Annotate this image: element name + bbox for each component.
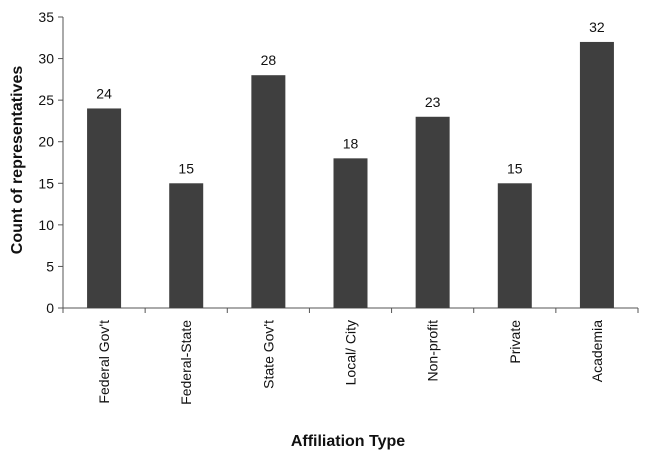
data-label: 32 (589, 19, 605, 35)
x-tick-label: Private (507, 320, 523, 364)
data-label: 18 (343, 135, 359, 151)
y-tick-label: 15 (38, 175, 54, 191)
y-tick-label: 0 (46, 300, 54, 316)
y-axis-title: Count of representatives (9, 66, 26, 255)
bar (87, 108, 122, 308)
bar (415, 116, 450, 309)
bar (579, 41, 614, 308)
x-tick-label: Federal Gov't (96, 320, 112, 404)
x-tick-label: Federal-State (178, 320, 194, 405)
y-tick-label: 30 (38, 51, 54, 67)
y-tick-label: 10 (38, 217, 54, 233)
data-label: 23 (425, 94, 441, 110)
y-axis: 0 5 10 15 20 25 30 35 (38, 9, 64, 316)
x-tick-label: State Gov't (260, 320, 276, 389)
x-tick-label: Non-profit (425, 320, 441, 382)
data-label: 28 (261, 52, 277, 68)
x-tick-label: Local/ City (343, 320, 359, 385)
x-axis-title: Affiliation Type (291, 433, 405, 450)
bar (251, 75, 286, 308)
y-tick-label: 25 (38, 92, 54, 108)
y-tick-label: 20 (38, 134, 54, 150)
bars: 24 15 28 18 23 15 32 (87, 19, 614, 309)
data-label: 24 (96, 85, 112, 101)
bar (497, 183, 532, 308)
bar (333, 158, 368, 308)
y-tick-label: 35 (38, 9, 54, 25)
bar (169, 183, 204, 308)
x-axis: Federal Gov't Federal-State State Gov't Loc… (62, 307, 639, 405)
y-tick-label: 5 (46, 258, 54, 274)
x-tick-label: Academia (589, 320, 605, 382)
data-label: 15 (507, 160, 523, 176)
data-label: 15 (178, 160, 194, 176)
